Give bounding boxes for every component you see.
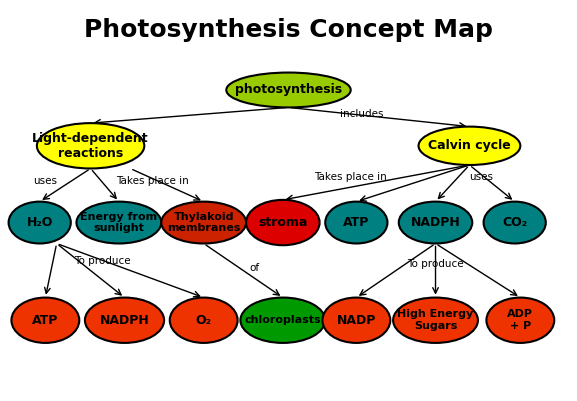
Ellipse shape xyxy=(76,202,161,243)
Text: To produce: To produce xyxy=(407,259,464,269)
Text: Takes place in: Takes place in xyxy=(117,176,189,186)
Ellipse shape xyxy=(241,298,325,343)
Text: includes: includes xyxy=(340,109,384,119)
Ellipse shape xyxy=(170,298,238,343)
Ellipse shape xyxy=(323,298,390,343)
Ellipse shape xyxy=(418,127,520,165)
Text: stroma: stroma xyxy=(258,216,308,229)
Ellipse shape xyxy=(85,298,164,343)
Text: Thylakoid
membranes: Thylakoid membranes xyxy=(167,212,241,233)
Text: H₂O: H₂O xyxy=(27,216,53,229)
Ellipse shape xyxy=(393,298,478,343)
Text: uses: uses xyxy=(33,176,57,186)
Ellipse shape xyxy=(399,202,472,243)
Text: Energy from
sunlight: Energy from sunlight xyxy=(80,212,158,233)
Text: Light-dependent
reactions: Light-dependent reactions xyxy=(32,132,149,160)
Text: To produce: To produce xyxy=(74,256,130,266)
Ellipse shape xyxy=(12,298,79,343)
Ellipse shape xyxy=(161,202,246,243)
Text: of: of xyxy=(249,263,260,273)
Ellipse shape xyxy=(9,202,71,243)
Ellipse shape xyxy=(226,73,351,107)
Ellipse shape xyxy=(325,202,388,243)
Text: Calvin cycle: Calvin cycle xyxy=(428,139,511,152)
Text: uses: uses xyxy=(469,172,493,182)
Ellipse shape xyxy=(246,200,320,245)
Text: Takes place in: Takes place in xyxy=(314,172,387,182)
Text: O₂: O₂ xyxy=(196,314,212,327)
Text: ADP
+ P: ADP + P xyxy=(507,310,533,331)
Text: CO₂: CO₂ xyxy=(502,216,527,229)
Text: Photosynthesis Concept Map: Photosynthesis Concept Map xyxy=(84,18,493,42)
Text: NADPH: NADPH xyxy=(411,216,460,229)
Text: ATP: ATP xyxy=(32,314,58,327)
Text: chloroplasts: chloroplasts xyxy=(245,315,321,325)
Ellipse shape xyxy=(37,123,144,168)
Ellipse shape xyxy=(486,298,554,343)
Text: High Energy
Sugars: High Energy Sugars xyxy=(398,310,474,331)
Text: ATP: ATP xyxy=(343,216,369,229)
Text: photosynthesis: photosynthesis xyxy=(235,83,342,97)
Text: NADPH: NADPH xyxy=(100,314,149,327)
Ellipse shape xyxy=(484,202,546,243)
Text: NADP: NADP xyxy=(336,314,376,327)
